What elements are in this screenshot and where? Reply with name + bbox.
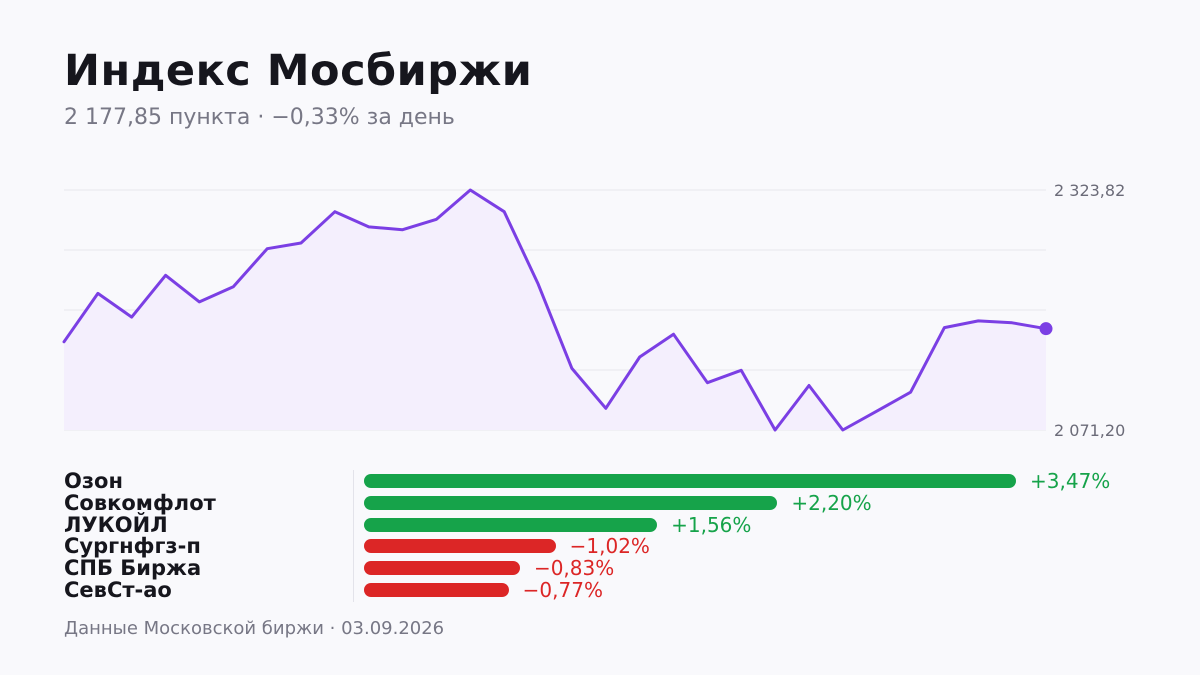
- area-fill: [64, 190, 1046, 430]
- footer-source: Данные Московской биржи · 03.09.2026: [64, 618, 445, 639]
- page-title: Индекс Мосбиржи: [64, 46, 533, 96]
- endpoint-marker: [1039, 322, 1053, 336]
- series-line: [62, 188, 1048, 432]
- y-tick-label-min: 2 071,20: [1054, 421, 1125, 440]
- page-subtitle: 2 177,85 пункта · −0,33% за день: [64, 105, 455, 130]
- y-tick-label-max: 2 323,82: [1054, 181, 1125, 200]
